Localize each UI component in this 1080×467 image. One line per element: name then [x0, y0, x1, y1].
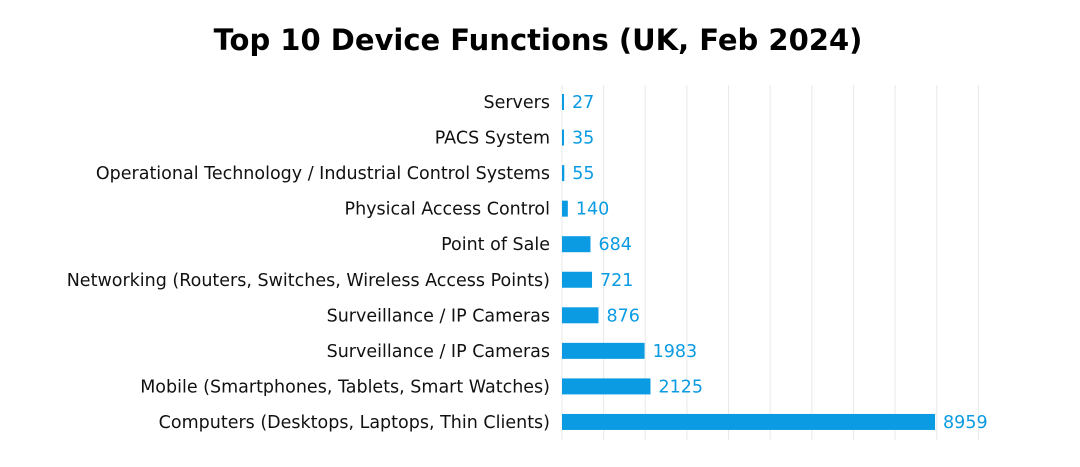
value-label: 876: [606, 306, 639, 326]
bar: [562, 378, 651, 395]
category-label: Computers (Desktops, Laptops, Thin Clien…: [159, 413, 550, 433]
category-label: Surveillance / IP Cameras: [327, 342, 550, 362]
bar: [562, 165, 565, 182]
bar: [562, 236, 591, 253]
category-label: Operational Technology / Industrial Cont…: [96, 164, 550, 184]
value-label: 684: [598, 235, 631, 255]
value-label: 2125: [658, 377, 703, 397]
category-label: Physical Access Control: [345, 200, 550, 220]
chart-title: Top 10 Device Functions (UK, Feb 2024): [214, 23, 863, 57]
category-label: Point of Sale: [441, 235, 550, 255]
value-label: 721: [600, 271, 633, 291]
value-label: 35: [572, 129, 594, 149]
category-label: Mobile (Smartphones, Tablets, Smart Watc…: [140, 377, 550, 397]
value-label: 55: [572, 164, 594, 184]
value-label: 27: [572, 93, 594, 113]
bar: [562, 342, 645, 359]
bar: [562, 94, 564, 110]
category-label: PACS System: [435, 129, 550, 149]
category-label: Networking (Routers, Switches, Wireless …: [67, 271, 550, 291]
bar: [562, 271, 593, 288]
value-label: 1983: [653, 342, 698, 362]
category-label: Servers: [483, 93, 550, 113]
value-label: 8959: [943, 413, 988, 433]
bar: [562, 413, 936, 430]
bar: [562, 307, 599, 324]
bar: [562, 200, 568, 217]
category-label: Surveillance / IP Cameras: [327, 306, 550, 326]
bar: [562, 129, 564, 146]
value-label: 140: [576, 200, 609, 220]
